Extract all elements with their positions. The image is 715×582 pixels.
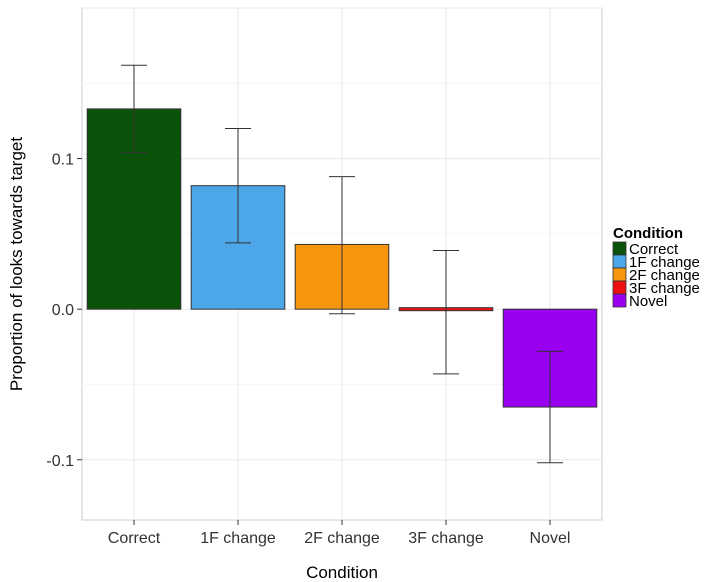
- legend-item-3f-change: 3F change: [612, 280, 700, 297]
- legend-swatch: [612, 267, 627, 282]
- error-bar-correct: [121, 64, 147, 154]
- y-tick-label: 0.1: [52, 152, 74, 169]
- x-tick-label: 3F change: [408, 530, 484, 547]
- legend-title: Condition: [613, 225, 683, 242]
- x-axis-ticks: Correct 1F change 2F change 3F change Novel: [108, 520, 571, 547]
- x-tick-label: 1F change: [200, 530, 276, 547]
- legend-item-novel: Novel: [612, 293, 667, 310]
- error-bar-2f-change: [329, 176, 355, 315]
- y-axis-ticks: -0.1 0.0 0.1: [46, 152, 82, 470]
- x-axis-title: Condition: [306, 563, 378, 582]
- legend-item-2f-change: 2F change: [612, 267, 700, 284]
- legend-swatch: [612, 280, 627, 295]
- legend-item-correct: Correct: [612, 241, 679, 258]
- y-axis-title: Proportion of looks towards target: [7, 137, 26, 391]
- x-tick-label: 2F change: [304, 530, 380, 547]
- legend-label: 2F change: [629, 267, 700, 284]
- error-bars: [121, 64, 563, 464]
- legend-swatch: [612, 254, 627, 269]
- legend-label: Correct: [629, 241, 679, 258]
- legend-label: Novel: [629, 293, 667, 310]
- error-bar-3f-change: [433, 249, 459, 375]
- y-tick-label: -0.1: [46, 453, 74, 470]
- legend-item-1f-change: 1F change: [612, 254, 700, 271]
- x-tick-label: Correct: [108, 530, 161, 547]
- legend-swatch: [612, 241, 627, 256]
- legend-swatch: [612, 293, 627, 308]
- y-tick-label: 0.0: [52, 302, 74, 319]
- legend-label: 1F change: [629, 254, 700, 271]
- legend-label: 3F change: [629, 280, 700, 297]
- error-bar-novel: [537, 350, 563, 464]
- x-tick-label: Novel: [530, 530, 571, 547]
- error-bar-1f-change: [225, 127, 251, 244]
